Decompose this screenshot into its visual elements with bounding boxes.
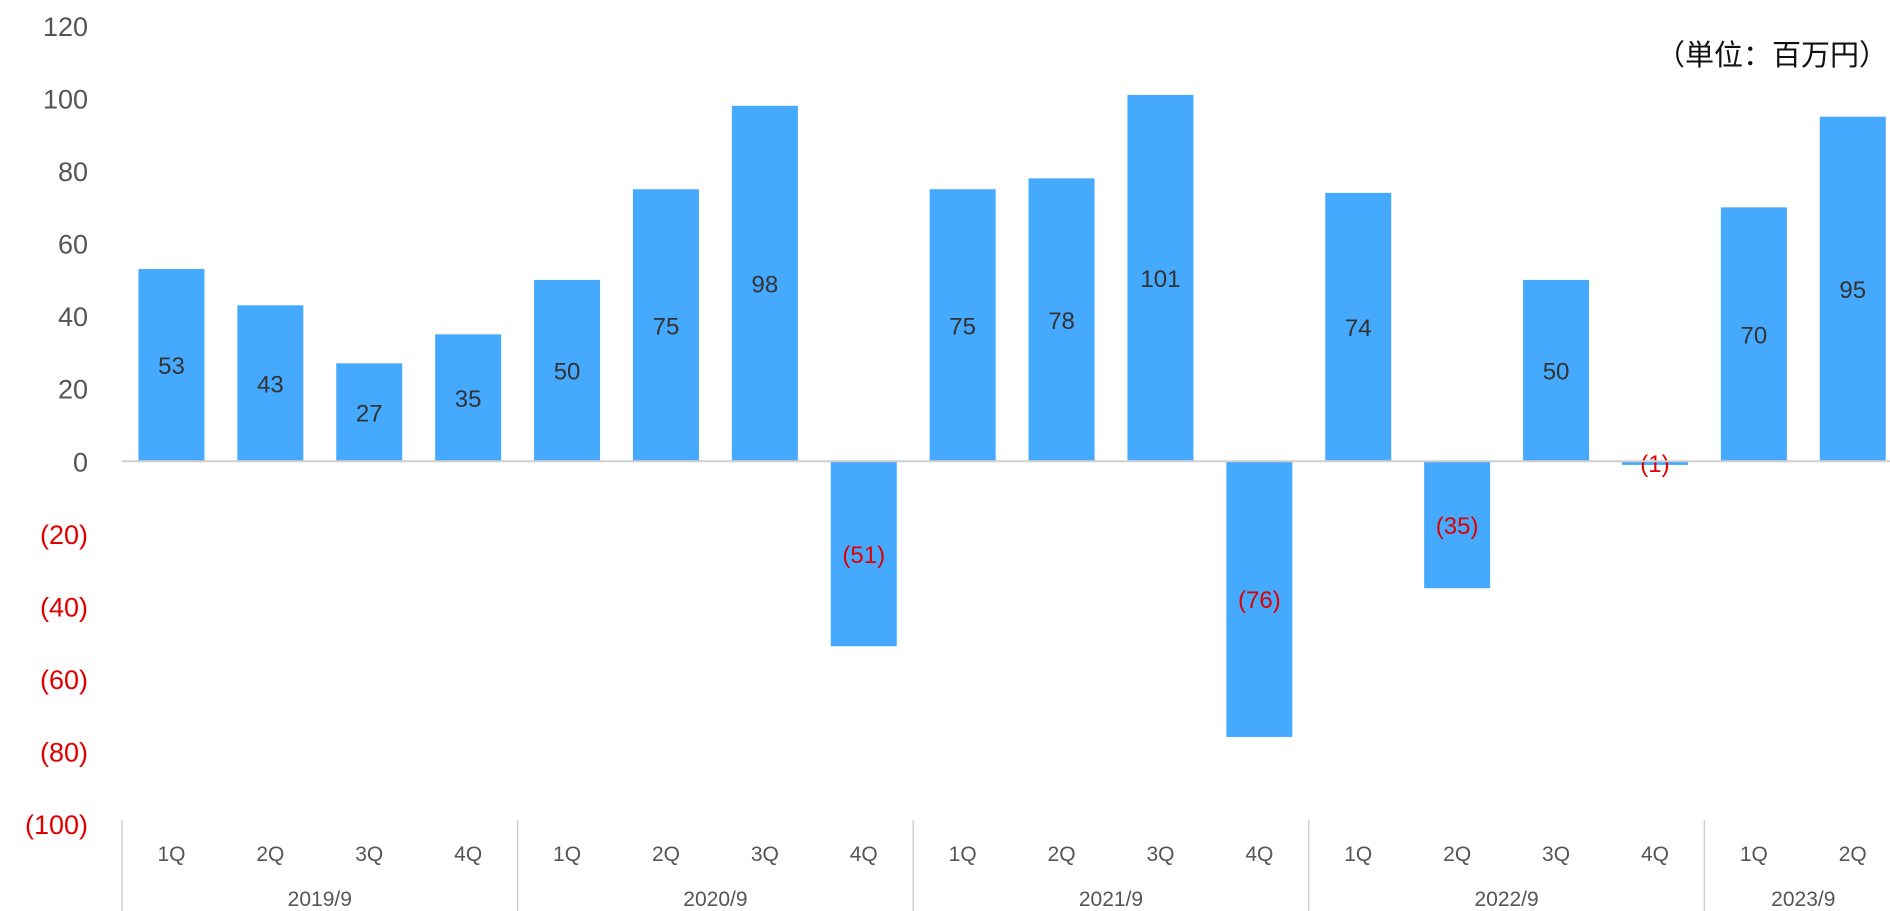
bar [1621, 461, 1688, 465]
quarter-label: 4Q [454, 843, 482, 866]
bar [336, 363, 403, 462]
bar [1226, 461, 1293, 737]
data-label: (35) [1436, 513, 1479, 540]
quarter-label: 2Q [1443, 843, 1471, 866]
data-label: 74 [1345, 315, 1372, 342]
data-label: 78 [1048, 308, 1075, 335]
bar [1424, 461, 1491, 589]
data-label: 75 [949, 313, 976, 340]
bar [1819, 116, 1886, 462]
bar [929, 189, 996, 462]
data-label: (76) [1238, 587, 1281, 614]
quarter-label: 1Q [553, 843, 581, 866]
bar [1523, 279, 1590, 462]
fiscal-year-label: 2021/9 [1079, 888, 1143, 911]
data-label: (51) [842, 542, 885, 569]
quarter-label: 4Q [850, 843, 878, 866]
bar [138, 269, 205, 462]
data-label: 50 [554, 359, 581, 386]
data-label: 53 [158, 353, 185, 380]
data-label: 70 [1740, 322, 1767, 349]
unit-label: （単位：百万円） [1655, 38, 1888, 72]
bar [237, 305, 304, 462]
y-tick-label: 0 [73, 447, 88, 477]
data-label: 27 [356, 400, 383, 427]
data-label: 43 [257, 371, 284, 398]
quarter-label: 3Q [355, 843, 383, 866]
quarter-label: 1Q [1344, 843, 1372, 866]
y-tick-label: (80) [40, 737, 88, 767]
y-tick-label: 60 [58, 230, 88, 260]
quarter-label: 3Q [1146, 843, 1174, 866]
data-label: 35 [455, 386, 482, 413]
bar [1028, 178, 1095, 462]
fiscal-year-label: 2020/9 [683, 888, 747, 911]
quarter-label: 2Q [256, 843, 284, 866]
quarter-label: 2Q [652, 843, 680, 866]
bar [1127, 94, 1194, 462]
y-tick-label: 100 [43, 85, 88, 115]
data-label: 101 [1140, 266, 1180, 293]
y-tick-label: (100) [25, 810, 88, 840]
data-label: (1) [1640, 451, 1669, 478]
y-tick-label: (20) [40, 520, 88, 550]
quarter-label: 3Q [1542, 843, 1570, 866]
quarter-label: 1Q [949, 843, 977, 866]
bar [632, 189, 699, 462]
y-tick-label: (60) [40, 665, 88, 695]
quarter-label: 4Q [1245, 843, 1273, 866]
fiscal-year-label: 2019/9 [288, 888, 352, 911]
quarter-label: 1Q [1740, 843, 1768, 866]
data-label: 98 [751, 272, 778, 299]
quarter-label: 2Q [1839, 843, 1867, 866]
bar [435, 334, 502, 462]
data-label: 75 [653, 313, 680, 340]
data-label: 50 [1543, 359, 1570, 386]
bar [534, 279, 601, 462]
y-tick-label: (40) [40, 592, 88, 622]
y-tick-label: 40 [58, 302, 88, 332]
quarter-label: 2Q [1048, 843, 1076, 866]
y-tick-label: 20 [58, 375, 88, 405]
quarter-label: 4Q [1641, 843, 1669, 866]
bar [1325, 192, 1392, 462]
quarter-label: 1Q [157, 843, 185, 866]
y-tick-label: 80 [58, 157, 88, 187]
y-tick-label: 120 [43, 12, 88, 42]
bar [1720, 207, 1787, 462]
data-label: 95 [1839, 277, 1866, 304]
bar [731, 105, 798, 462]
bar [830, 461, 897, 647]
fiscal-year-label: 2022/9 [1474, 888, 1538, 911]
fiscal-year-label: 2023/9 [1771, 888, 1835, 911]
quarter-label: 3Q [751, 843, 779, 866]
